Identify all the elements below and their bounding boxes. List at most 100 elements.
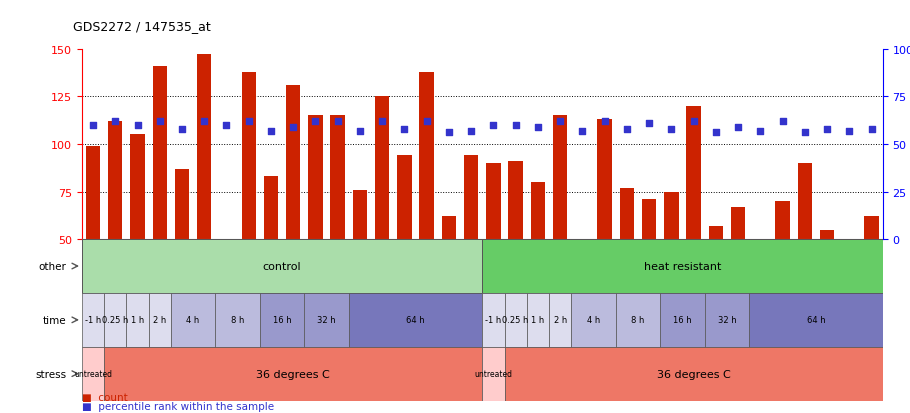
Point: [108, 119, 123, 125]
Bar: [553, 116, 568, 240]
Bar: [620, 188, 634, 240]
Text: 0.25 h: 0.25 h: [102, 316, 128, 325]
Point: [308, 119, 323, 125]
Bar: [171, 293, 216, 347]
Bar: [864, 217, 879, 240]
Point: [797, 130, 812, 136]
Bar: [82, 240, 482, 293]
Text: other: other: [38, 261, 66, 271]
Text: GDS2272 / 147535_at: GDS2272 / 147535_at: [73, 20, 210, 33]
Bar: [241, 72, 256, 240]
Point: [264, 128, 278, 135]
Point: [130, 122, 145, 129]
Point: [330, 119, 345, 125]
Bar: [661, 293, 704, 347]
Bar: [308, 116, 323, 240]
Text: 36 degrees C: 36 degrees C: [257, 369, 330, 379]
Text: ■  count: ■ count: [82, 392, 127, 402]
Point: [686, 119, 701, 125]
Bar: [398, 156, 411, 240]
Bar: [304, 293, 349, 347]
Point: [175, 126, 189, 133]
Bar: [549, 293, 571, 347]
Text: 0.25 h: 0.25 h: [502, 316, 529, 325]
Point: [153, 119, 167, 125]
Bar: [216, 293, 260, 347]
Text: stress: stress: [35, 369, 66, 379]
Point: [753, 128, 768, 135]
Point: [775, 119, 790, 125]
Point: [464, 128, 479, 135]
Bar: [686, 107, 701, 240]
Bar: [126, 293, 148, 347]
Point: [620, 126, 634, 133]
Point: [553, 119, 568, 125]
Bar: [104, 293, 126, 347]
Bar: [531, 183, 545, 240]
Bar: [571, 293, 616, 347]
Text: untreated: untreated: [474, 369, 512, 378]
Bar: [482, 347, 504, 401]
Bar: [504, 293, 527, 347]
Bar: [353, 190, 368, 240]
Text: 1 h: 1 h: [531, 316, 544, 325]
Bar: [482, 240, 883, 293]
Bar: [197, 55, 211, 240]
Bar: [82, 347, 104, 401]
Bar: [130, 135, 145, 240]
Text: ■  percentile rank within the sample: ■ percentile rank within the sample: [82, 401, 274, 411]
Bar: [775, 202, 790, 240]
Bar: [441, 217, 456, 240]
Bar: [260, 293, 304, 347]
Bar: [175, 169, 189, 240]
Bar: [148, 293, 171, 347]
Bar: [642, 199, 656, 240]
Text: 2 h: 2 h: [153, 316, 167, 325]
Point: [575, 128, 590, 135]
Text: untreated: untreated: [74, 369, 112, 378]
Bar: [664, 192, 679, 240]
Text: 64 h: 64 h: [806, 316, 825, 325]
Bar: [797, 164, 812, 240]
Bar: [509, 161, 523, 240]
Point: [820, 126, 834, 133]
Bar: [86, 147, 100, 240]
Text: 16 h: 16 h: [673, 316, 692, 325]
Point: [642, 120, 656, 127]
Point: [531, 124, 545, 131]
Text: 16 h: 16 h: [273, 316, 291, 325]
Bar: [82, 293, 104, 347]
Bar: [375, 97, 389, 240]
Point: [197, 119, 211, 125]
Bar: [264, 177, 278, 240]
Text: 8 h: 8 h: [231, 316, 244, 325]
Bar: [108, 122, 123, 240]
Bar: [527, 293, 549, 347]
Text: control: control: [263, 261, 301, 271]
Point: [441, 130, 456, 136]
Bar: [153, 66, 167, 240]
Point: [864, 126, 879, 133]
Text: heat resistant: heat resistant: [643, 261, 722, 271]
Text: 32 h: 32 h: [318, 316, 336, 325]
Text: 4 h: 4 h: [587, 316, 601, 325]
Point: [486, 122, 501, 129]
Bar: [104, 347, 482, 401]
Bar: [349, 293, 482, 347]
Point: [842, 128, 856, 135]
Text: 8 h: 8 h: [632, 316, 644, 325]
Bar: [731, 207, 745, 240]
Text: 64 h: 64 h: [406, 316, 425, 325]
Bar: [420, 72, 434, 240]
Point: [286, 124, 300, 131]
Text: 2 h: 2 h: [553, 316, 567, 325]
Point: [86, 122, 100, 129]
Bar: [616, 293, 661, 347]
Point: [731, 124, 745, 131]
Point: [241, 119, 256, 125]
Bar: [464, 156, 479, 240]
Bar: [286, 85, 300, 240]
Bar: [486, 164, 501, 240]
Text: 32 h: 32 h: [718, 316, 736, 325]
Point: [420, 119, 434, 125]
